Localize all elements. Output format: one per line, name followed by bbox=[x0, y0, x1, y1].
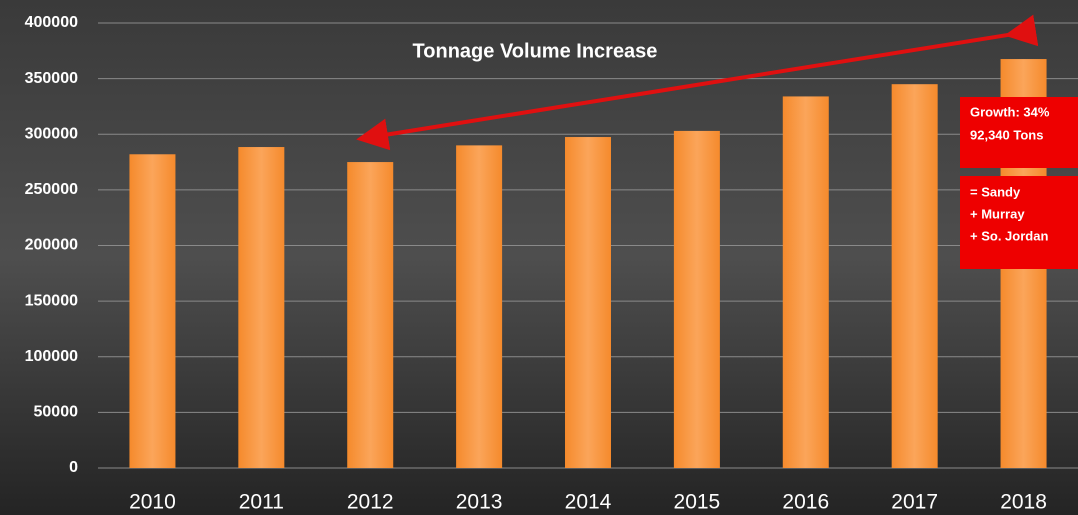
y-tick-label: 100000 bbox=[25, 348, 78, 365]
y-tick-label: 250000 bbox=[25, 181, 78, 198]
bar bbox=[783, 96, 829, 468]
page: Tonnage Volume Increase Growth: 34% 92,3… bbox=[0, 0, 1078, 515]
growth-text: Growth: 34% bbox=[970, 104, 1050, 119]
area-text: + So. Jordan bbox=[970, 228, 1048, 243]
y-tick-label: 400000 bbox=[25, 14, 78, 31]
x-tick-label: 2017 bbox=[891, 491, 938, 514]
bar bbox=[129, 154, 175, 468]
x-tick-label: 2018 bbox=[1000, 491, 1047, 514]
x-tick-label: 2012 bbox=[347, 491, 394, 514]
bar bbox=[674, 131, 720, 468]
chart: Tonnage Volume Increase Growth: 34% 92,3… bbox=[0, 0, 1078, 515]
area-text: + Murray bbox=[970, 206, 1025, 221]
bar bbox=[565, 137, 611, 468]
x-tick-label: 2011 bbox=[239, 491, 284, 514]
y-tick-label: 50000 bbox=[34, 404, 79, 421]
x-tick-label: 2015 bbox=[674, 491, 721, 514]
area-text: = Sandy bbox=[970, 184, 1021, 199]
y-tick-label: 150000 bbox=[25, 292, 78, 309]
y-tick-label: 300000 bbox=[25, 125, 78, 142]
y-tick-label: 0 bbox=[69, 459, 78, 476]
bar bbox=[892, 84, 938, 468]
bar bbox=[456, 145, 502, 468]
x-tick-label: 2010 bbox=[129, 491, 176, 514]
x-tick-label: 2016 bbox=[782, 491, 829, 514]
y-tick-label: 350000 bbox=[25, 70, 78, 87]
growth-text: 92,340 Tons bbox=[970, 127, 1043, 142]
x-tick-label: 2013 bbox=[456, 491, 503, 514]
chart-title: Tonnage Volume Increase bbox=[413, 40, 658, 62]
bar bbox=[238, 147, 284, 468]
x-tick-label: 2014 bbox=[565, 491, 612, 514]
bar bbox=[347, 162, 393, 468]
y-tick-label: 200000 bbox=[25, 237, 78, 254]
